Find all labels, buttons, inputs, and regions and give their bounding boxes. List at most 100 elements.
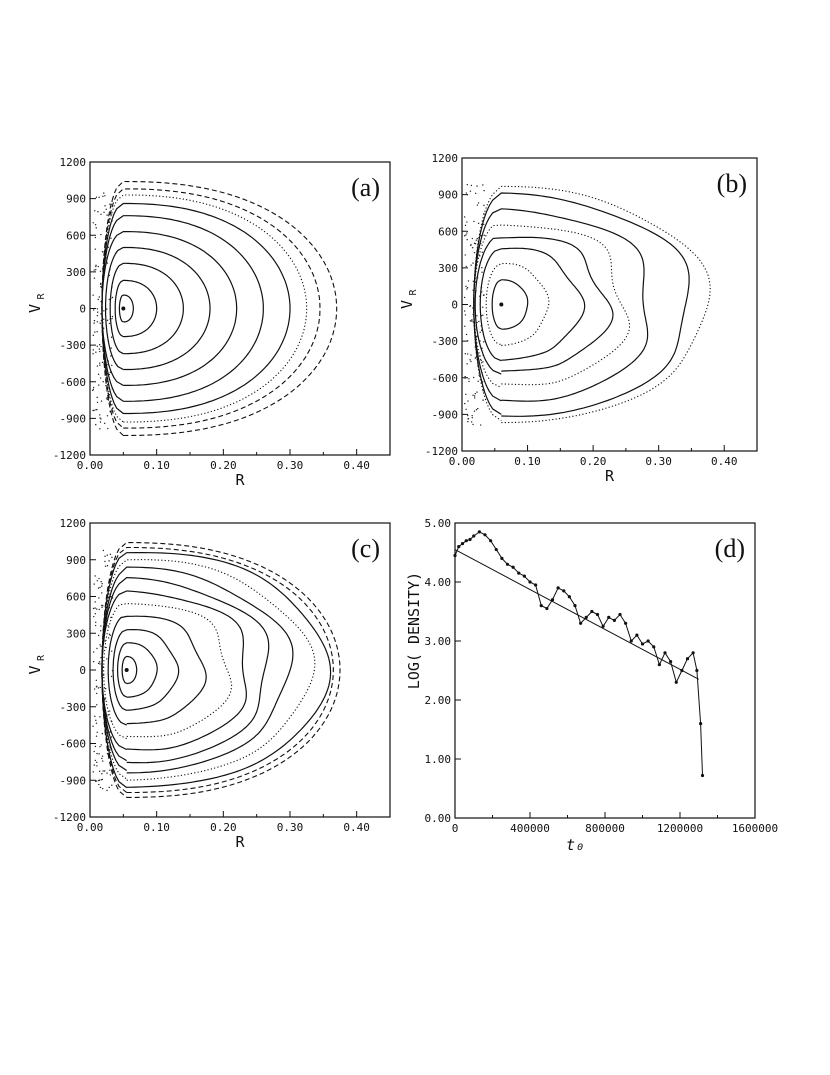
scatter-dot [105, 384, 107, 387]
scatter-dot [104, 687, 107, 690]
y-axis-title-sub: R [36, 293, 47, 300]
fit-line [454, 549, 699, 680]
y-tick-label: 300 [66, 627, 86, 640]
orbit-curve [112, 629, 180, 711]
density-point [539, 604, 543, 608]
scatter-dot [478, 246, 480, 248]
x-tick-label: 1600000 [732, 822, 778, 835]
scatter-dot [96, 765, 98, 767]
y-tick-label: -300 [60, 339, 87, 352]
scatter-dot [92, 725, 94, 728]
scatter-dot [96, 692, 98, 695]
scatter-dot [93, 277, 96, 279]
scatter-dot [465, 265, 467, 268]
scatter-dot [110, 595, 112, 598]
scatter-dot [472, 289, 474, 291]
scatter-dot [96, 314, 99, 317]
scatter-dot [107, 600, 109, 603]
scatter-dot [95, 196, 98, 198]
scatter-dot [109, 203, 111, 205]
scatter-dot [92, 222, 94, 224]
scatter-dot [111, 296, 114, 299]
scatter-dot [465, 234, 467, 236]
scatter-dot [469, 305, 471, 308]
y-tick-label: -900 [60, 412, 87, 425]
scatter-dot [107, 637, 110, 639]
y-tick-label: -300 [60, 701, 87, 714]
scatter-dot [467, 418, 470, 420]
scatter-dot [469, 359, 471, 361]
scatter-dot [93, 309, 95, 311]
scatter-dot [104, 555, 106, 558]
density-point [579, 621, 583, 625]
scatter-dot [99, 362, 101, 364]
density-point [663, 651, 667, 655]
scatter-dot [480, 359, 482, 362]
scatter-dot [481, 266, 483, 269]
scatter-dot [106, 262, 109, 264]
scatter-dot [99, 716, 101, 718]
scatter-dot [102, 674, 105, 676]
scatter-dot [482, 314, 484, 316]
scatter-dot [99, 663, 101, 665]
scatter-dot [96, 647, 98, 650]
orbit-curve [101, 590, 247, 751]
scatter-dot [103, 770, 106, 772]
scatter-dot [106, 658, 108, 660]
scatter-dot [471, 320, 473, 322]
scatter-dot [93, 615, 95, 618]
scatter-dot [102, 651, 104, 653]
scatter-dot [93, 583, 95, 585]
scatter-dot [95, 686, 98, 688]
y-tick-label: 1.00 [425, 753, 452, 766]
y-axis-title-sub: R [408, 289, 419, 296]
scatter-dot [102, 195, 104, 198]
scatter-dot [480, 242, 482, 245]
scatter-dot [111, 388, 114, 390]
scatter-dot [111, 315, 114, 318]
scatter-dot [101, 757, 103, 760]
y-axis-title-sub: R [36, 654, 47, 661]
scatter-dot [471, 416, 473, 419]
y-tick-label: 600 [66, 591, 86, 604]
scatter-dot [479, 340, 481, 342]
density-point [472, 534, 476, 538]
scatter-dot [94, 624, 97, 627]
scatter-dot [98, 770, 101, 772]
scatter-dot [96, 704, 98, 706]
scatter-dot [103, 192, 105, 194]
scatter-dot [110, 736, 113, 738]
scatter-dot [481, 347, 483, 349]
scatter-dot [463, 296, 466, 299]
panel-b: 0.00 0.10 0.20 0.30 0.40 1200 900 600 300 0 -300 -6… [398, 152, 758, 485]
density-point [685, 657, 690, 661]
scatter-dot [96, 365, 99, 367]
scatter-dot [98, 608, 100, 611]
orbit-curve [101, 202, 291, 415]
panel-label: (d) [715, 534, 745, 563]
scatter-dot [106, 236, 108, 239]
scatter-dot [479, 255, 481, 257]
scatter-dot [100, 345, 102, 348]
scatter-dot [104, 565, 107, 567]
scatter-dot [480, 235, 482, 237]
scatter-dot [95, 780, 98, 782]
x-tick-label: 0.00 [77, 459, 104, 472]
y-tick-label: -300 [432, 335, 459, 348]
density-point [453, 553, 457, 558]
scatter-dot [482, 390, 484, 392]
scatter-dot [108, 322, 111, 325]
x-axis-title: R [235, 471, 245, 489]
scatter-dot [465, 333, 468, 336]
scatter-dot [93, 319, 96, 322]
scatter-dot [467, 280, 470, 282]
scatter-dot [101, 646, 104, 648]
scatter-dot [474, 346, 476, 348]
scatter-dot [94, 715, 96, 718]
scatter-dot [470, 421, 473, 423]
y-tick-label: 0 [451, 299, 458, 312]
scatter-dot [471, 414, 473, 417]
scatter-dot [107, 596, 110, 599]
scatter-dot [465, 393, 467, 396]
density-point [489, 539, 493, 543]
